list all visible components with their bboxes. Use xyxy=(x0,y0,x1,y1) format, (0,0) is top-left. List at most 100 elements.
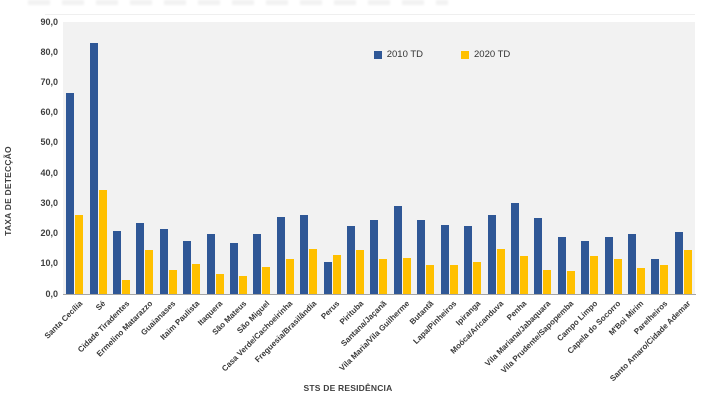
bar-2010-td xyxy=(113,230,122,294)
bar-2010-td xyxy=(510,203,519,294)
bar-group xyxy=(461,22,484,294)
bar-2010-td xyxy=(627,233,636,294)
bar-2010-td xyxy=(300,215,309,294)
bar-2020-td xyxy=(660,265,669,294)
bar-group xyxy=(297,22,320,294)
bar-group xyxy=(133,22,156,294)
bar-2010-td xyxy=(393,206,402,294)
y-tick-label: 20,0 xyxy=(40,228,58,239)
bar-2020-td xyxy=(683,250,692,294)
legend-label-2010: 2010 TD xyxy=(386,49,423,60)
x-axis-title: STS DE RESIDÊNCIA xyxy=(303,383,393,393)
bar-2010-td xyxy=(557,236,566,294)
bar-group xyxy=(63,22,86,294)
bar-2010-td xyxy=(487,215,496,294)
legend-swatch-2020-icon xyxy=(461,50,469,59)
y-tick-label: 50,0 xyxy=(40,137,58,148)
bar-2010-td xyxy=(183,241,192,294)
y-tick-label: 70,0 xyxy=(40,76,58,87)
bar-2020-td xyxy=(613,259,622,294)
bar-2010-td xyxy=(534,218,543,294)
bar-2010-td xyxy=(159,229,168,294)
bar-group xyxy=(250,22,273,294)
bar-group xyxy=(438,22,461,294)
bar-2020-td xyxy=(309,248,318,294)
bar-2010-td xyxy=(253,233,262,294)
bar-2020-td xyxy=(122,280,131,294)
bar-group xyxy=(110,22,133,294)
bar-2010-td xyxy=(674,232,683,294)
bar-2010-td xyxy=(581,241,590,294)
chart-top-border xyxy=(45,14,695,15)
legend-swatch-2010-icon xyxy=(373,50,382,59)
bar-2020-td xyxy=(473,262,482,294)
bar-2020-td xyxy=(75,215,84,294)
y-tick-label: 30,0 xyxy=(40,197,58,208)
bar-2010-td xyxy=(89,43,98,294)
bar-group xyxy=(508,22,531,294)
bar-group xyxy=(672,22,695,294)
legend: 2010 TD 2020 TD xyxy=(126,49,703,60)
bar-2010-td xyxy=(464,226,473,294)
bar-group xyxy=(227,22,250,294)
bar-group xyxy=(484,22,507,294)
bar-2020-td xyxy=(98,189,107,294)
bar-group xyxy=(274,22,297,294)
y-axis-title: TAXA DE DETECÇÃO xyxy=(3,146,13,236)
bar-2010-td xyxy=(347,226,356,294)
bar-2010-td xyxy=(651,259,660,294)
bar-group xyxy=(157,22,180,294)
bar-2020-td xyxy=(636,268,645,294)
bar-group xyxy=(414,22,437,294)
bar-group xyxy=(601,22,624,294)
bar-group xyxy=(531,22,554,294)
legend-item-2010: 2010 TD xyxy=(373,49,423,60)
bar-2020-td xyxy=(566,271,575,294)
cropped-title-artifact xyxy=(28,0,448,5)
y-tick-label: 80,0 xyxy=(40,46,58,57)
bar-2020-td xyxy=(426,265,435,294)
bar-2020-td xyxy=(285,259,294,294)
legend-item-2020: 2020 TD xyxy=(461,49,510,60)
bar-2020-td xyxy=(262,266,271,294)
legend-label-2020: 2020 TD xyxy=(474,49,511,60)
bar-group xyxy=(344,22,367,294)
bar-group xyxy=(648,22,671,294)
plot-area: 2010 TD 2020 TD xyxy=(63,22,695,294)
bar-2020-td xyxy=(449,265,458,294)
bar-2020-td xyxy=(168,269,177,294)
bar-2020-td xyxy=(215,274,224,294)
bar-2020-td xyxy=(519,256,528,294)
bar-group xyxy=(320,22,343,294)
bar-2020-td xyxy=(496,248,505,294)
bar-2020-td xyxy=(379,259,388,294)
bar-2020-td xyxy=(402,257,411,294)
y-tick-label: 10,0 xyxy=(40,258,58,269)
bar-2010-td xyxy=(136,222,145,294)
bar-2020-td xyxy=(332,254,341,294)
bar-group xyxy=(180,22,203,294)
bar-group xyxy=(555,22,578,294)
y-tick-label: 60,0 xyxy=(40,107,58,118)
x-axis-line xyxy=(63,294,696,295)
bar-2010-td xyxy=(604,236,613,294)
bar-2010-td xyxy=(323,262,332,294)
bar-2010-td xyxy=(440,224,449,294)
bar-2010-td xyxy=(370,219,379,294)
bar-2010-td xyxy=(417,219,426,294)
y-tick-label: 90,0 xyxy=(40,16,58,27)
y-tick-label: 40,0 xyxy=(40,167,58,178)
bar-2020-td xyxy=(543,269,552,294)
bar-group xyxy=(86,22,109,294)
bar-2020-td xyxy=(590,256,599,294)
bar-group xyxy=(203,22,226,294)
bar-2010-td xyxy=(276,216,285,294)
bar-2010-td xyxy=(66,93,75,294)
bar-group xyxy=(367,22,390,294)
bar-2010-td xyxy=(230,242,239,294)
bar-2020-td xyxy=(239,275,248,294)
y-tick-label: 0,0 xyxy=(45,288,58,299)
bar-group xyxy=(578,22,601,294)
bar-2020-td xyxy=(145,250,154,294)
